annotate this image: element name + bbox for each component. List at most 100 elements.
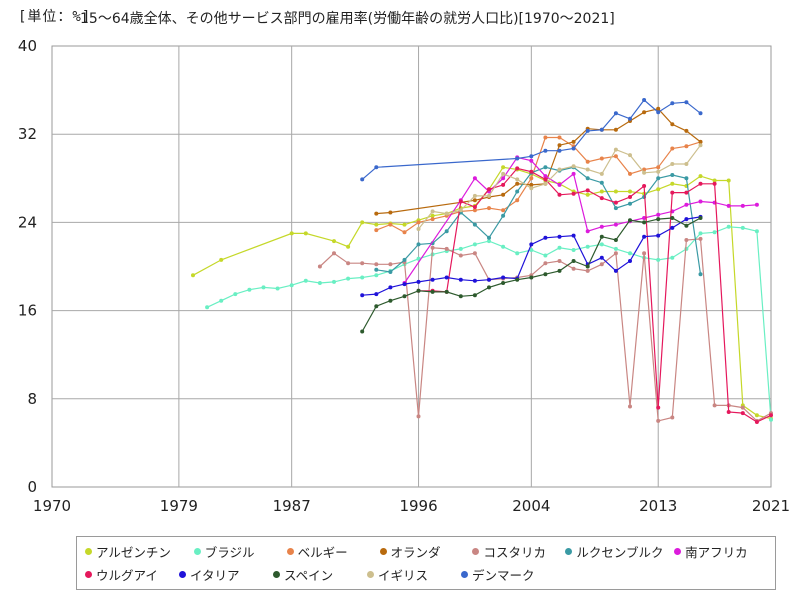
data-point [501,213,506,218]
data-point [754,229,759,234]
data-point [585,244,590,249]
x-tick-label: 1979 [160,497,198,515]
data-point [613,147,618,152]
data-point [458,199,463,204]
legend-marker [286,548,294,555]
data-point [472,208,477,213]
data-point [740,203,745,208]
data-point [233,292,238,297]
data-point [487,239,491,244]
data-point [374,222,379,227]
data-point [515,181,520,186]
data-point [557,182,562,187]
data-point [571,139,576,144]
legend-item: ウルグアイ [85,565,179,584]
data-point [557,135,562,140]
data-point [444,289,449,294]
data-point [529,186,534,191]
data-point [754,413,759,418]
data-point [656,217,661,222]
grid-lines [52,46,771,487]
x-tick-label: 2004 [512,497,550,515]
data-point [247,287,252,292]
data-point [472,251,477,256]
data-point [543,235,548,240]
data-point [712,181,717,186]
y-tick-label: 24 [18,213,37,231]
data-point [430,289,435,294]
data-point [740,405,745,410]
data-point [684,238,689,242]
data-point [374,262,379,267]
data-point [501,182,506,187]
data-point [529,182,534,187]
x-axis-ticks: 1970 1979 1987 1996 2004 2013 2021 [33,497,790,515]
data-point [402,282,407,287]
data-point [416,288,421,293]
legend-marker [674,548,682,555]
data-point [656,169,661,174]
unit-label: [単位：%] [18,9,92,25]
data-point [656,106,661,111]
data-point [613,200,618,205]
data-point [642,167,647,172]
data-point [472,293,477,298]
legend-marker [367,571,374,578]
data-point [289,231,294,236]
y-tick-label: 0 [27,478,37,496]
data-point [360,220,365,225]
x-tick-label: 2013 [639,497,677,515]
data-point [585,192,590,197]
data-point [472,222,477,227]
data-point [698,216,703,220]
data-point [430,245,435,250]
data-point [740,411,745,416]
y-tick-label: 40 [18,37,37,55]
data-point [656,418,661,423]
data-point [557,245,562,250]
data-point [599,189,604,194]
data-point [388,270,393,274]
data-point [628,201,632,206]
data-point [402,294,407,299]
series-11 [416,143,703,231]
data-point [515,277,520,282]
data-point [388,298,393,303]
data-point [261,285,266,290]
data-point [501,176,506,181]
data-point [374,267,379,272]
legend-marker [85,548,92,555]
data-point [501,208,506,213]
legend-label: イギリス [378,568,429,583]
data-point [613,238,618,242]
data-point [275,286,280,291]
data-point [656,212,661,217]
data-point [684,100,689,105]
data-point [388,222,393,227]
data-point [374,273,379,278]
data-point [656,257,661,262]
data-point [571,233,576,238]
legend-marker [565,548,573,555]
data-point [472,176,477,181]
data-point [360,275,365,280]
data-point [642,220,647,225]
data-point [332,251,336,256]
data-point [571,191,576,196]
data-point [515,166,520,171]
data-point [360,177,365,182]
data-point [670,181,675,186]
data-point [501,171,506,176]
data-point [487,235,491,240]
legend-item: スペイン [273,565,367,584]
data-point [698,199,703,204]
data-point [416,414,421,419]
data-point [698,143,703,148]
data-point [557,143,562,148]
data-point [642,216,647,220]
legend-marker [179,571,186,578]
legend-label: デンマーク [472,568,535,583]
data-point [613,154,618,159]
data-point [642,234,647,239]
data-point [712,178,717,183]
